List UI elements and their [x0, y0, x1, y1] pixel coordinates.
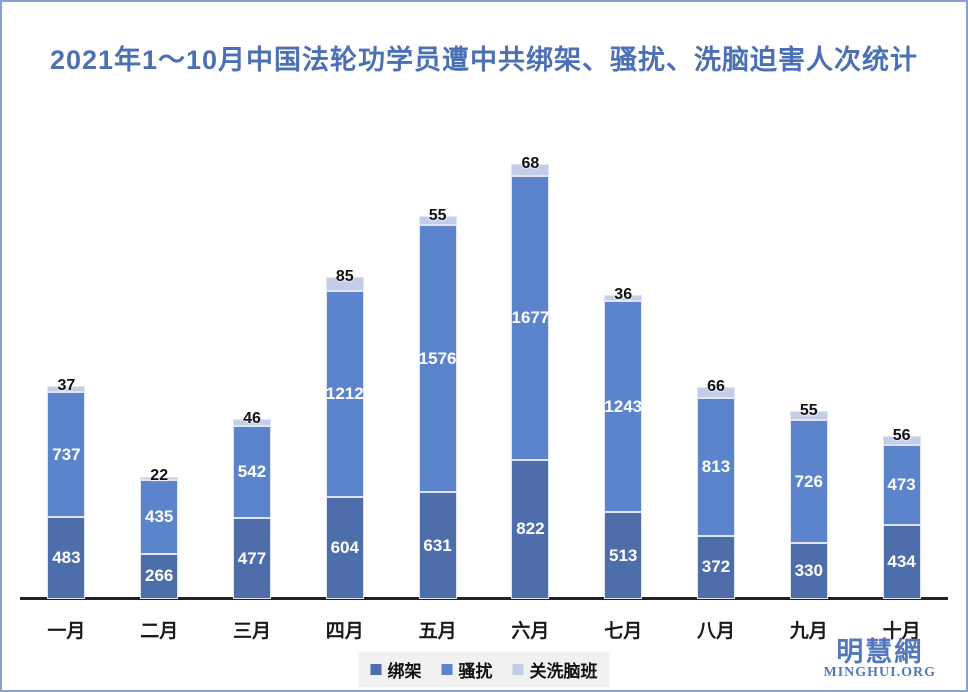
- bar-segment-3: [47, 386, 86, 393]
- bar-segment-1: [882, 525, 921, 599]
- x-axis-label: 七月: [604, 621, 643, 642]
- legend-swatch-icon: [512, 664, 524, 675]
- legend-label: 关洗脑班: [529, 662, 598, 681]
- x-axis-label: 九月: [789, 621, 828, 642]
- bar-top-value-label: 22: [150, 467, 169, 485]
- bar-value-label: 1576: [418, 348, 457, 368]
- bar-segment-2: [696, 398, 735, 536]
- x-axis-label: 十月: [882, 621, 921, 642]
- x-axis-line: [20, 597, 948, 600]
- bar-segment-2: [789, 420, 828, 544]
- legend-label: 绑架: [387, 662, 422, 681]
- x-axis-label: 三月: [232, 621, 271, 642]
- bar-segment-3: [789, 410, 828, 421]
- bar-value-label: 542: [237, 462, 267, 482]
- legend-swatch-icon: [441, 664, 453, 675]
- bar-value-label: 372: [701, 557, 731, 577]
- x-axis-label: 一月: [47, 621, 86, 642]
- bar-2: 266 435 22: [113, 117, 206, 599]
- bar-segment-1: [418, 492, 457, 599]
- x-axis-label: 六月: [511, 621, 550, 642]
- x-axis-label: 二月: [140, 621, 179, 642]
- bar-value-label: 1243: [604, 396, 643, 416]
- legend: 绑架 骚扰 关洗脑班: [358, 652, 610, 687]
- x-axis-label: 四月: [325, 621, 364, 642]
- bar-value-label: 513: [609, 545, 638, 565]
- bar-top-value-label: 66: [707, 378, 725, 396]
- bar-10: 434 473 56: [855, 117, 948, 599]
- legend-swatch-icon: [370, 664, 382, 675]
- legend-item: 关洗脑班: [512, 657, 598, 682]
- minghui-logo: 明慧網: [836, 637, 924, 667]
- chart-title: 2021年1～10月中国法轮功学员遭中共绑架、骚扰、洗脑迫害人次统计: [49, 45, 919, 75]
- bar-segment-1: [232, 518, 271, 599]
- bar-value-label: 1212: [325, 383, 364, 403]
- bar-segment-1: [604, 512, 643, 599]
- x-axis-label: 五月: [418, 621, 457, 642]
- bar-segment-1: [325, 496, 364, 599]
- bar-value-label: 435: [145, 507, 174, 527]
- bar-segment-2: [882, 445, 921, 526]
- bar-segment-3: [511, 164, 550, 176]
- bar-segment-3: [604, 295, 643, 302]
- bar-4: 604 1212 85: [298, 117, 391, 599]
- plot-area: 483 737 37 266 435 22 477 542 46 604 1212 85 631 1576…: [20, 117, 948, 600]
- bar-segment-1: [789, 543, 828, 599]
- bar-value-label: 1677: [511, 307, 550, 327]
- bar-segment-1: [696, 535, 735, 599]
- bar-segment-3: [882, 435, 921, 446]
- x-axis-labels: 一月 二月 三月 四月 五月 六月 七月 八月 九月 十月: [20, 616, 948, 642]
- legend-item: 绑架: [370, 657, 422, 682]
- bar-segment-2: [140, 480, 179, 554]
- bar-segment-3: [140, 476, 179, 481]
- bar-8: 372 813 66: [670, 117, 763, 599]
- bar-value-label: 726: [794, 471, 823, 491]
- bar-segment-2: [325, 291, 364, 497]
- bar-3: 477 542 46: [206, 117, 299, 599]
- bar-value-label: 604: [330, 537, 359, 557]
- bar-top-value-label: 36: [614, 286, 633, 304]
- bar-value-label: 266: [145, 566, 174, 586]
- bar-value-label: 822: [516, 519, 545, 539]
- bar-top-value-label: 56: [892, 426, 911, 444]
- bar-6: 822 1677 68: [484, 117, 577, 599]
- bar-top-value-label: 55: [799, 401, 818, 419]
- bar-segment-1: [140, 553, 179, 599]
- bar-value-label: 737: [52, 444, 81, 464]
- x-axis-label: 八月: [696, 621, 735, 642]
- bar-value-label: 813: [701, 457, 731, 477]
- bar-segment-3: [418, 215, 457, 226]
- bar-9: 330 726 55: [762, 117, 855, 599]
- bar-top-value-label: 46: [243, 409, 261, 427]
- bar-5: 631 1576 55: [391, 117, 484, 599]
- bar-segment-1: [47, 517, 86, 599]
- watermark: 明慧網 MINGHUI.ORG: [824, 638, 937, 681]
- legend-label: 骚扰: [458, 662, 493, 681]
- bar-value-label: 330: [794, 561, 823, 581]
- bar-top-value-label: 68: [521, 155, 540, 172]
- bar-value-label: 631: [423, 535, 452, 555]
- legend-item: 骚扰: [441, 657, 493, 682]
- bar-top-value-label: 55: [428, 206, 447, 224]
- bar-1: 483 737 37: [20, 117, 113, 599]
- bar-value-label: 434: [887, 552, 916, 572]
- bar-value-label: 483: [52, 548, 81, 568]
- bar-segment-3: [696, 387, 735, 399]
- bar-segment-3: [232, 418, 271, 427]
- bar-segment-3: [325, 276, 364, 292]
- bar-segment-2: [47, 392, 86, 518]
- bar-value-label: 477: [237, 548, 267, 568]
- bar-segment-2: [604, 301, 643, 513]
- bar-segment-1: [511, 459, 550, 599]
- minghui-url: MINGHUI.ORG: [823, 665, 936, 681]
- bar-top-value-label: 85: [335, 267, 354, 285]
- bar-7: 513 1243 36: [577, 117, 670, 599]
- bar-top-value-label: 37: [57, 377, 76, 394]
- bar-segment-2: [232, 426, 271, 519]
- bar-value-label: 473: [887, 475, 916, 495]
- bar-segment-2: [511, 175, 550, 460]
- bar-segment-2: [418, 225, 457, 493]
